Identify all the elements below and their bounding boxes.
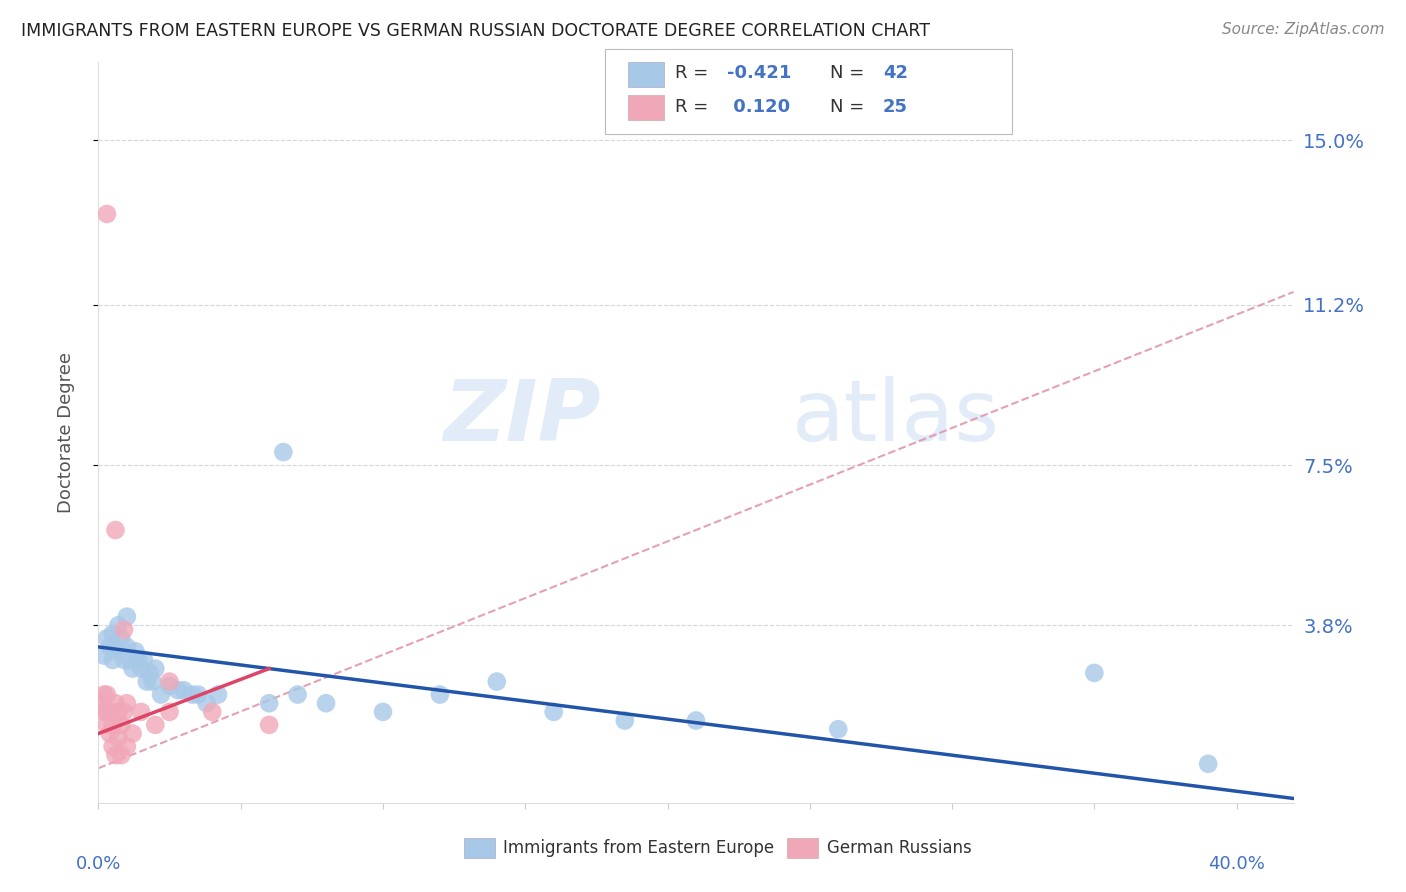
- Point: [129, 662, 152, 676]
- Point: [96, 207, 118, 221]
- Point: [827, 722, 849, 736]
- Point: [121, 662, 143, 676]
- Text: R =: R =: [675, 98, 714, 116]
- Text: Immigrants from Eastern Europe: Immigrants from Eastern Europe: [503, 839, 775, 857]
- Point: [115, 696, 138, 710]
- Point: [150, 688, 173, 702]
- Point: [93, 688, 115, 702]
- Point: [96, 705, 118, 719]
- Point: [112, 653, 135, 667]
- Point: [104, 696, 127, 710]
- Point: [315, 696, 337, 710]
- Point: [98, 640, 121, 654]
- Point: [104, 523, 127, 537]
- Point: [159, 674, 181, 689]
- Text: N =: N =: [830, 98, 869, 116]
- Point: [543, 705, 565, 719]
- Text: German Russians: German Russians: [827, 839, 972, 857]
- Point: [138, 665, 160, 680]
- Point: [93, 705, 115, 719]
- Point: [121, 726, 143, 740]
- Point: [112, 623, 135, 637]
- Text: 0.0%: 0.0%: [76, 855, 121, 872]
- Point: [207, 688, 229, 702]
- Text: Source: ZipAtlas.com: Source: ZipAtlas.com: [1222, 22, 1385, 37]
- Point: [101, 718, 124, 732]
- Point: [107, 644, 129, 658]
- Point: [135, 674, 157, 689]
- Point: [110, 748, 132, 763]
- Y-axis label: Doctorate Degree: Doctorate Degree: [56, 352, 75, 513]
- Point: [129, 705, 152, 719]
- Point: [287, 688, 309, 702]
- Text: IMMIGRANTS FROM EASTERN EUROPE VS GERMAN RUSSIAN DOCTORATE DEGREE CORRELATION CH: IMMIGRANTS FROM EASTERN EUROPE VS GERMAN…: [21, 22, 931, 40]
- Point: [104, 640, 127, 654]
- Point: [112, 705, 135, 719]
- Point: [107, 731, 129, 745]
- Point: [115, 609, 138, 624]
- Point: [101, 627, 124, 641]
- Point: [201, 705, 224, 719]
- Point: [485, 674, 508, 689]
- Point: [118, 653, 141, 667]
- Point: [98, 726, 121, 740]
- Point: [104, 748, 127, 763]
- Point: [96, 688, 118, 702]
- Point: [159, 705, 181, 719]
- Point: [101, 739, 124, 754]
- Text: ZIP: ZIP: [443, 376, 600, 459]
- Point: [1197, 756, 1219, 771]
- Point: [96, 632, 118, 646]
- Point: [115, 739, 138, 754]
- Point: [93, 648, 115, 663]
- Point: [257, 718, 280, 732]
- Point: [143, 718, 166, 732]
- Point: [127, 653, 149, 667]
- Text: 25: 25: [883, 98, 908, 116]
- Point: [167, 683, 190, 698]
- Point: [1083, 665, 1105, 680]
- Point: [107, 705, 129, 719]
- Point: [181, 688, 204, 702]
- Point: [613, 714, 636, 728]
- Point: [371, 705, 394, 719]
- Point: [90, 696, 112, 710]
- Text: -0.421: -0.421: [727, 64, 792, 82]
- Point: [141, 674, 163, 689]
- Point: [101, 653, 124, 667]
- Point: [132, 653, 155, 667]
- Point: [110, 632, 132, 646]
- Point: [257, 696, 280, 710]
- Point: [195, 696, 218, 710]
- Text: 40.0%: 40.0%: [1208, 855, 1264, 872]
- Point: [96, 718, 118, 732]
- Point: [173, 683, 195, 698]
- Point: [115, 640, 138, 654]
- Point: [124, 644, 146, 658]
- Point: [685, 714, 707, 728]
- Point: [187, 688, 209, 702]
- Point: [159, 679, 181, 693]
- Point: [143, 662, 166, 676]
- Point: [107, 618, 129, 632]
- Text: atlas: atlas: [792, 376, 1000, 459]
- Point: [98, 705, 121, 719]
- Text: N =: N =: [830, 64, 869, 82]
- Point: [273, 445, 295, 459]
- Text: R =: R =: [675, 64, 714, 82]
- Point: [429, 688, 451, 702]
- Text: 42: 42: [883, 64, 908, 82]
- Point: [110, 718, 132, 732]
- Text: 0.120: 0.120: [727, 98, 790, 116]
